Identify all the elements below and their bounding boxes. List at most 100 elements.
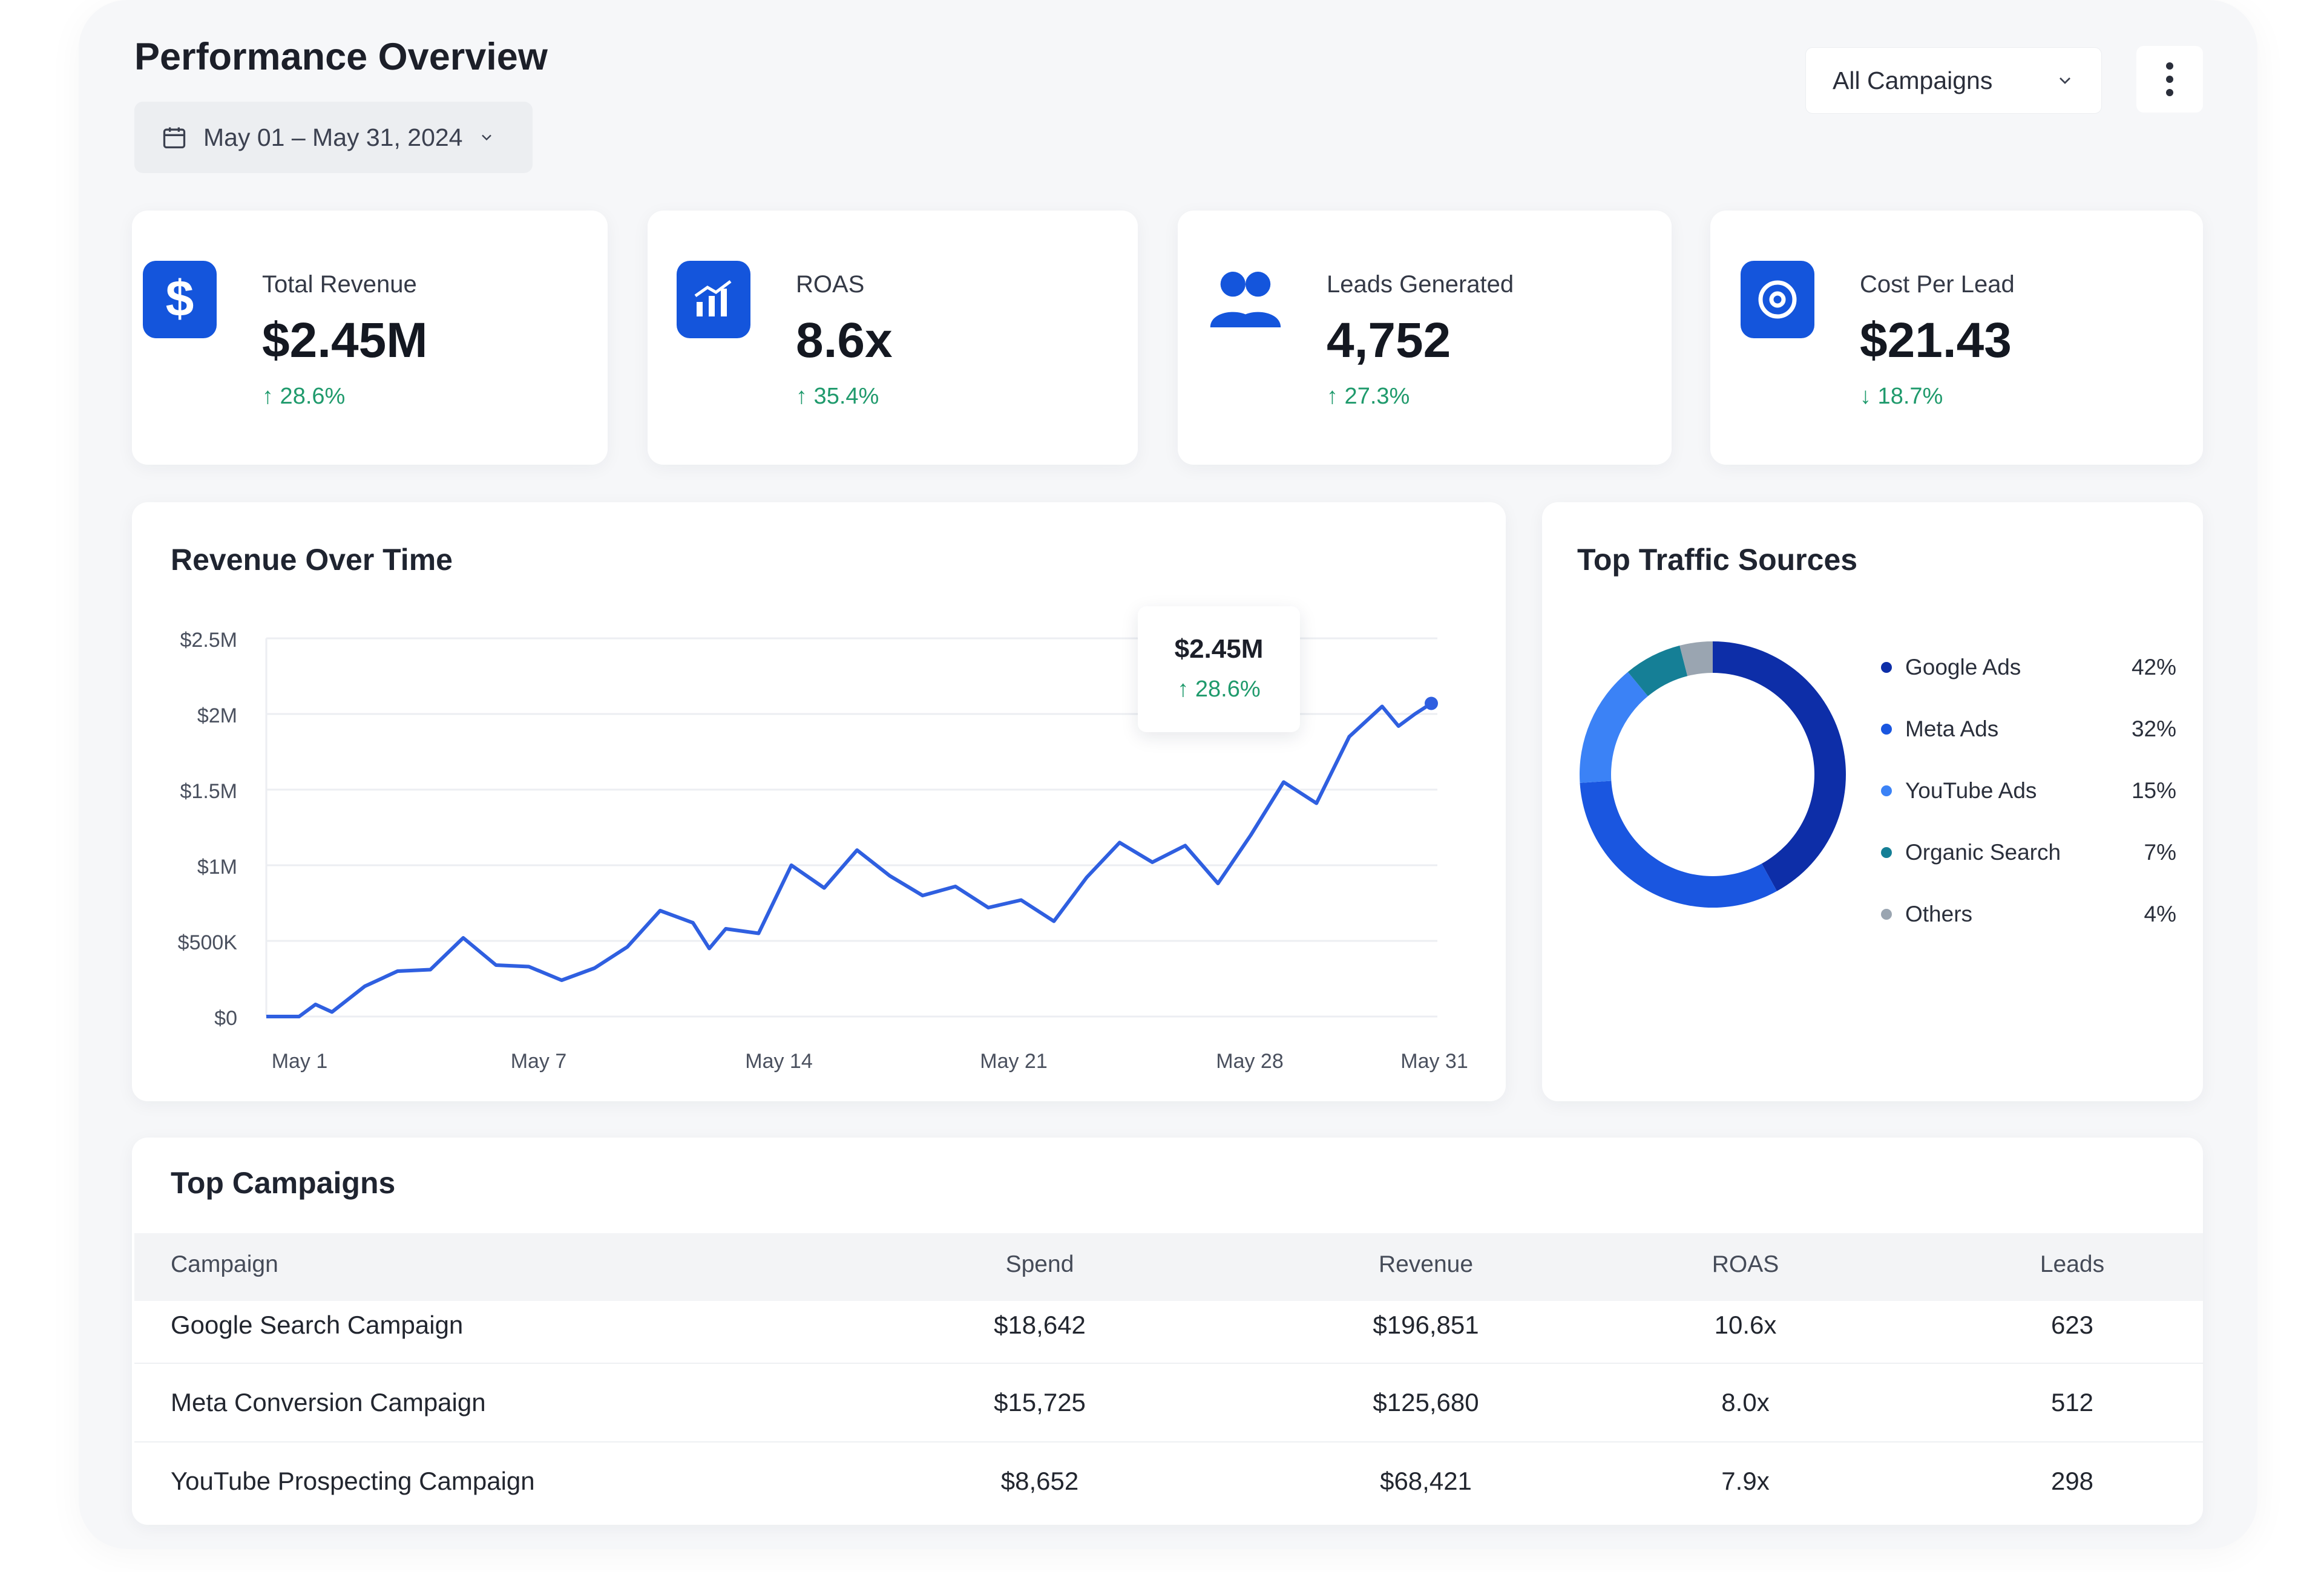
legend-label: Others [1905, 902, 1973, 926]
kpi-label: Leads Generated [1327, 271, 1514, 298]
legend-percent: 7% [2144, 840, 2176, 865]
x-tick-label: May 14 [745, 1050, 813, 1073]
table-cell-campaign[interactable]: YouTube Prospecting Campaign [171, 1467, 535, 1495]
legend-percent: 42% [2131, 655, 2176, 680]
x-tick-label: May 21 [980, 1050, 1048, 1073]
row-divider [134, 1441, 2203, 1443]
legend-dot [1881, 847, 1892, 858]
calendar-icon [163, 127, 186, 149]
table-cell-campaign[interactable]: Meta Conversion Campaign [171, 1388, 486, 1416]
table-cell-revenue: $196,851 [1373, 1311, 1479, 1339]
y-tick-label: $2.5M [180, 629, 238, 652]
campaign-filter-label: All Campaigns [1833, 66, 1993, 94]
table-cell-roas: 10.6x [1714, 1311, 1777, 1339]
kpi-card-total-revenue[interactable]: $ Total Revenue $2.45M ↑ 28.6% [132, 211, 608, 465]
y-tick-label: $500K [178, 931, 238, 954]
legend-dot [1881, 785, 1892, 796]
x-tick-label: May 28 [1216, 1050, 1284, 1073]
table-cell-leads: 298 [2050, 1467, 2094, 1495]
more-options-button[interactable] [2136, 46, 2203, 113]
table-cell-roas: 7.9x [1721, 1467, 1770, 1495]
x-tick-label: May 31 [1400, 1050, 1468, 1073]
legend-label: Google Ads [1905, 655, 2021, 680]
table-cell-revenue: $68,421 [1380, 1467, 1472, 1495]
legend-label: Meta Ads [1905, 716, 1999, 741]
kpi-label: Total Revenue [262, 271, 417, 298]
row-divider [134, 1363, 2203, 1364]
kpi-delta: ↓ 18.7% [1860, 384, 1943, 409]
kpi-label: Cost Per Lead [1860, 271, 2015, 298]
table-cell-leads: 623 [2050, 1311, 2094, 1339]
kebab-menu-icon [2166, 62, 2173, 96]
kpi-card-roas[interactable]: ROAS 8.6x ↑ 35.4% [648, 211, 1138, 465]
kpi-delta: ↑ 35.4% [796, 384, 879, 409]
kpi-value: $21.43 [1860, 313, 2012, 368]
top-campaigns-card [132, 1138, 2203, 1525]
donut-slice [1713, 641, 1846, 891]
table-header [134, 1233, 2203, 1301]
y-tick-label: $1.5M [180, 780, 238, 803]
revenue-chart-card [132, 502, 1506, 1101]
table-cell-campaign[interactable]: Google Search Campaign [171, 1311, 464, 1339]
column-header-revenue[interactable]: Revenue [1378, 1251, 1474, 1277]
traffic-sources-card [1542, 502, 2203, 1101]
page-title: Performance Overview [134, 36, 548, 78]
legend-item: Others [1881, 902, 1972, 927]
y-tick-label: $0 [214, 1007, 237, 1030]
legend-dot [1881, 724, 1892, 735]
legend-label: YouTube Ads [1905, 778, 2037, 803]
legend-dot [1881, 662, 1892, 673]
traffic-donut-chart [1580, 641, 1846, 908]
donut-slice [1580, 672, 1648, 783]
users-icon [1208, 261, 1282, 338]
column-header-leads[interactable]: Leads [2040, 1251, 2105, 1277]
column-header-campaign[interactable]: Campaign [171, 1251, 278, 1277]
x-tick-label: May 7 [511, 1050, 567, 1073]
revenue-last-point [1425, 696, 1438, 710]
table-cell-spend: $18,642 [994, 1311, 1086, 1339]
date-range-picker[interactable]: May 01 – May 31, 2024 [134, 102, 533, 173]
x-tick-label: May 1 [272, 1050, 328, 1073]
kpi-value: $2.45M [262, 313, 428, 368]
legend-percent: 32% [2131, 716, 2176, 741]
tooltip-value: $2.45M [1174, 634, 1264, 664]
kpi-delta: ↑ 27.3% [1327, 384, 1410, 409]
chevron-down-icon [482, 134, 492, 141]
legend-percent: 15% [2131, 778, 2176, 803]
column-header-spend[interactable]: Spend [1005, 1251, 1074, 1277]
kpi-card-cost-per-lead[interactable]: Cost Per Lead $21.43 ↓ 18.7% [1710, 211, 2203, 465]
kpi-label: ROAS [796, 271, 865, 298]
y-tick-label: $2M [197, 704, 237, 727]
donut-slice [1627, 645, 1688, 696]
target-icon [1741, 261, 1814, 338]
table-cell-roas: 8.0x [1721, 1388, 1770, 1416]
legend-dot [1881, 909, 1892, 920]
kpi-card-leads-generated[interactable]: Leads Generated 4,752 ↑ 27.3% [1178, 211, 1672, 465]
revenue-chart-title: Revenue Over Time [171, 543, 453, 577]
chevron-down-icon [2060, 77, 2070, 84]
legend-label: Organic Search [1905, 840, 2061, 865]
traffic-sources-title: Top Traffic Sources [1577, 543, 1858, 577]
tooltip-delta: ↑ 28.6% [1177, 676, 1261, 702]
dollar-icon: $ [143, 261, 217, 338]
table-cell-spend: $8,652 [1000, 1467, 1079, 1495]
kpi-delta: ↑ 28.6% [262, 384, 346, 409]
revenue-series-line [266, 701, 1433, 1018]
table-cell-revenue: $125,680 [1373, 1388, 1479, 1416]
column-header-roas[interactable]: ROAS [1712, 1251, 1779, 1277]
donut-slice [1580, 781, 1777, 908]
kpi-value: 8.6x [796, 313, 893, 368]
svg-text:$: $ [166, 272, 194, 327]
legend-item: Google Ads [1881, 655, 2021, 680]
campaign-filter-select[interactable]: All Campaigns [1805, 47, 2102, 114]
chart-icon [677, 261, 750, 338]
top-campaigns-title: Top Campaigns [171, 1166, 396, 1200]
table-cell-leads: 512 [2050, 1388, 2094, 1416]
date-range-label: May 01 – May 31, 2024 [203, 123, 463, 151]
legend-item: Organic Search [1881, 840, 2061, 865]
y-tick-label: $1M [197, 856, 237, 879]
chart-tooltip: $2.45M ↑ 28.6% [1138, 606, 1300, 732]
donut-slice [1679, 641, 1713, 676]
legend-percent: 4% [2144, 902, 2176, 926]
